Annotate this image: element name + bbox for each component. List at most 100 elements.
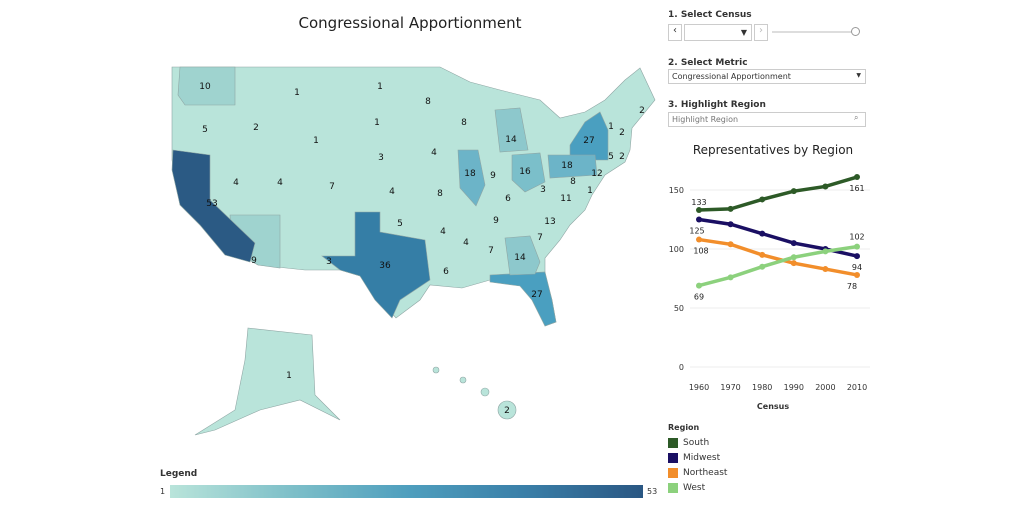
data-point-northeast[interactable] [696, 236, 702, 243]
data-point-south[interactable] [727, 205, 734, 212]
data-label-start: 108 [693, 247, 708, 256]
data-point-northeast[interactable] [822, 266, 829, 273]
metric-dropdown[interactable]: Congressional Apportionment ▼ [668, 69, 866, 84]
state-ca[interactable] [171, 149, 256, 263]
state-hi-island [432, 366, 440, 374]
state-wa[interactable] [177, 66, 236, 106]
series-line-northeast[interactable] [698, 237, 858, 277]
state-value-fl: 27 [531, 290, 542, 300]
census-slider-handle[interactable] [851, 27, 860, 36]
census-label: 1. Select Census [668, 10, 752, 20]
state-value-tx: 36 [379, 261, 391, 271]
state-value-md: 8 [570, 177, 576, 187]
legend-item-midwest[interactable]: Midwest [668, 450, 727, 465]
state-value-ne: 3 [378, 153, 384, 163]
state-value-ks: 4 [389, 187, 395, 197]
x-tick-label: 2010 [847, 383, 867, 392]
state-value-il: 18 [464, 169, 476, 179]
state-value-nv: 4 [233, 178, 239, 188]
prev-census-button[interactable]: ‹ [668, 24, 682, 41]
state-value-az: 9 [251, 256, 257, 266]
next-census-button[interactable]: › [754, 24, 768, 41]
census-slider-track[interactable] [772, 31, 854, 33]
data-point-midwest[interactable] [727, 221, 734, 228]
legend-swatch [668, 437, 678, 448]
data-point-midwest[interactable] [696, 216, 702, 223]
data-point-west[interactable] [790, 254, 797, 261]
data-point-west[interactable] [727, 274, 734, 281]
data-point-south[interactable] [790, 188, 797, 195]
state-fl[interactable] [489, 271, 557, 327]
state-ak[interactable] [194, 327, 341, 436]
state-tx[interactable] [321, 211, 431, 319]
legend-max: 53 [647, 487, 658, 496]
data-point-midwest[interactable] [854, 253, 860, 260]
legend-label: West [683, 482, 706, 493]
data-point-west[interactable] [759, 263, 766, 270]
color-legend-gradient [170, 485, 643, 498]
data-point-south[interactable] [696, 207, 702, 214]
x-tick-label: 1990 [784, 383, 804, 392]
legend-item-northeast[interactable]: Northeast [668, 465, 727, 480]
data-point-west[interactable] [854, 243, 860, 250]
region-legend: South Midwest Northeast West [668, 435, 727, 495]
state-oh[interactable] [511, 152, 546, 193]
state-mi[interactable] [494, 107, 529, 153]
x-tick-label: 2000 [815, 383, 835, 392]
data-point-northeast[interactable] [727, 241, 734, 248]
legend-label: Northeast [683, 467, 728, 478]
legend-min: 1 [160, 487, 166, 496]
data-point-west[interactable] [822, 248, 829, 255]
legend-title: Legend [160, 469, 198, 479]
data-label-end: 94 [852, 263, 862, 272]
state-value-ny: 27 [583, 136, 594, 146]
state-value-nm: 3 [326, 257, 332, 267]
state-value-wv: 3 [540, 185, 546, 195]
data-point-northeast[interactable] [790, 260, 797, 267]
state-hi-island [480, 387, 490, 397]
data-point-south[interactable] [854, 174, 860, 181]
state-value-or: 5 [202, 125, 208, 135]
data-point-south[interactable] [822, 183, 829, 190]
legend-item-south[interactable]: South [668, 435, 727, 450]
census-dropdown[interactable]: ▼ [684, 24, 752, 41]
state-value-de: 1 [587, 186, 593, 196]
data-point-midwest[interactable] [790, 240, 797, 247]
state-value-pa: 18 [561, 161, 573, 171]
state-value-ri: 2 [619, 152, 625, 162]
series-line-south[interactable] [698, 175, 858, 212]
data-point-northeast[interactable] [854, 271, 860, 278]
series-line-west[interactable] [698, 244, 858, 288]
state-il[interactable] [457, 149, 486, 207]
state-value-co: 7 [329, 182, 335, 192]
data-point-west[interactable] [696, 282, 702, 289]
data-label-end: 161 [849, 184, 864, 193]
state-value-al: 7 [488, 246, 494, 256]
metric-value: Congressional Apportionment [672, 72, 791, 81]
legend-item-west[interactable]: West [668, 480, 727, 495]
data-label-start: 125 [689, 227, 704, 236]
x-tick-label: 1980 [752, 383, 772, 392]
data-point-northeast[interactable] [759, 251, 766, 258]
region-legend-title: Region [668, 423, 700, 432]
chevron-down-icon: ▼ [740, 28, 747, 37]
data-point-south[interactable] [759, 196, 766, 203]
state-value-ca: 53 [206, 199, 217, 209]
line-chart[interactable]: 0 50 100 150 1960 1970 1980 1990 2000 2010 133 161 1… [660, 160, 880, 420]
state-value-tn: 9 [493, 216, 499, 226]
state-value-ut: 4 [277, 178, 283, 188]
state-value-mt: 1 [294, 88, 300, 98]
state-value-vt: 1 [608, 122, 614, 132]
state-value-ms: 4 [463, 238, 469, 248]
state-pa[interactable] [547, 154, 598, 179]
state-value-sd: 1 [374, 118, 380, 128]
data-point-midwest[interactable] [759, 230, 766, 237]
highlight-region-input[interactable] [668, 112, 866, 127]
y-tick-label: 100 [669, 245, 684, 254]
state-ga[interactable] [504, 235, 541, 276]
state-value-id: 2 [253, 123, 259, 133]
state-hi[interactable] [497, 400, 517, 420]
highlight-label: 3. Highlight Region [668, 100, 766, 110]
state-value-va: 11 [560, 194, 571, 204]
